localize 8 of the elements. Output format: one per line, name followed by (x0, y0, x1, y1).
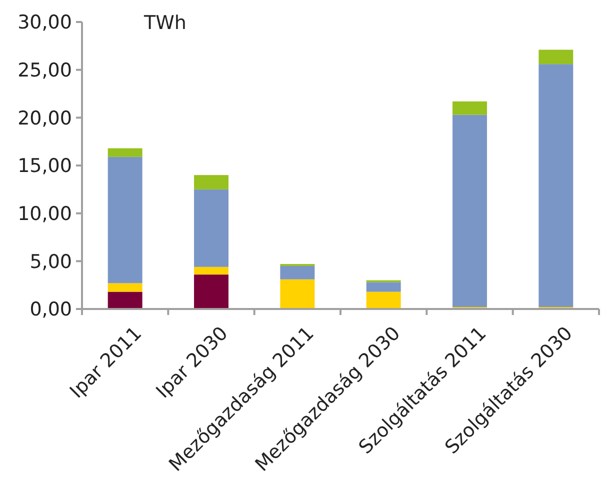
y-tick-label: 30,00 (18, 12, 72, 34)
y-tick-label: 20,00 (18, 107, 72, 130)
y-tick-label: 15,00 (18, 155, 72, 178)
y-tick-label: 10,00 (18, 202, 72, 225)
y-axis-title: TWh (143, 12, 186, 34)
y-tick-label: 5,00 (30, 250, 72, 273)
y-tick-label: 0,00 (30, 298, 72, 321)
y-tick-label: 25,00 (18, 59, 72, 82)
